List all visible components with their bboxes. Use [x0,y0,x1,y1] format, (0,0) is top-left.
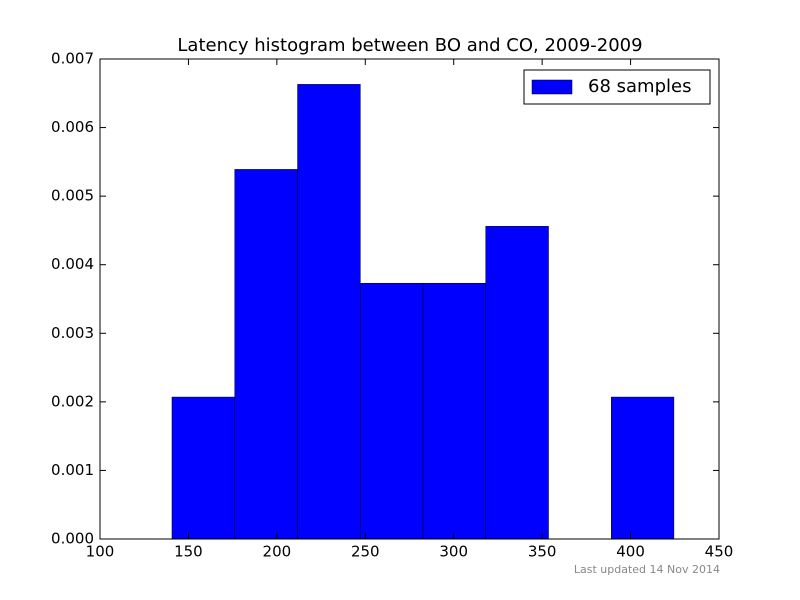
bar [611,396,675,540]
x-tick-label: 150 [174,543,203,561]
y-tick-label: 0.007 [51,50,94,68]
y-tick-label: 0.006 [51,118,94,136]
x-tick-label: 100 [86,543,115,561]
x-tick-label: 200 [263,543,292,561]
plot-frame [99,58,720,540]
bar [485,226,549,540]
x-tick-label: 400 [616,543,645,561]
bar [171,396,236,540]
bar [234,169,298,540]
legend-swatch [531,79,573,95]
y-tick-label: 0.004 [51,255,94,273]
y-tick-label: 0.002 [51,392,94,410]
x-tick-label: 250 [351,543,380,561]
legend-label: 68 samples [588,76,691,97]
bar [297,84,361,540]
footer-note: Last updated 14 Nov 2014 [574,563,720,576]
y-tick-label: 0.003 [51,324,94,342]
y-tick-label: 0.005 [51,187,94,205]
x-tick-label: 450 [705,543,734,561]
y-tick-label: 0.001 [51,461,94,479]
bar [360,282,424,540]
bar [422,282,486,540]
chart-title: Latency histogram between BO and CO, 200… [177,35,642,56]
x-tick-label: 300 [439,543,468,561]
y-tick-label: 0.000 [51,530,94,548]
x-tick-label: 350 [528,543,557,561]
